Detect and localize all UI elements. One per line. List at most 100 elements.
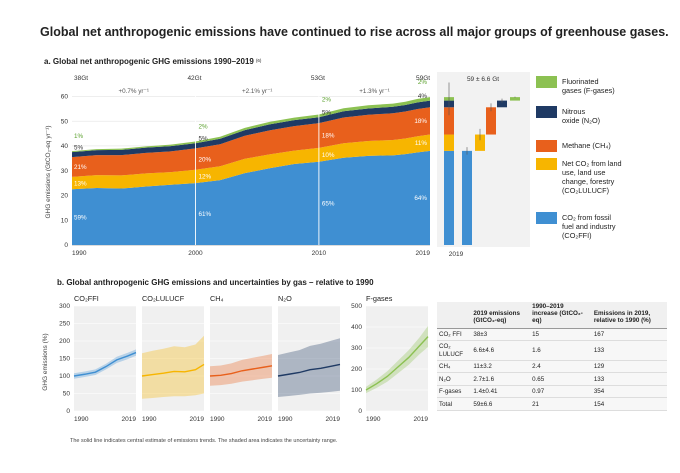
share-label-2019-ch: 18% bbox=[414, 118, 427, 125]
total-label-0: 38Gt bbox=[74, 75, 88, 82]
table-cell: 2.7±1.6 bbox=[471, 372, 531, 386]
total-label-3: 59Gt bbox=[416, 75, 430, 82]
legend: Fluorinated gases (F-gases) Nitrous oxide (… bbox=[536, 76, 622, 240]
share-label-2000-n-o: 5% bbox=[198, 135, 208, 142]
share-label-2000-co-ffi: 61% bbox=[198, 211, 211, 218]
y-tick-co-ffi-150: 150 bbox=[59, 356, 70, 363]
panel-a-title: a. Global net anthropogenic GHG emission… bbox=[44, 57, 262, 66]
x-end-f-gases: 2019 bbox=[414, 416, 429, 423]
panel-b-title: b. Global anthropogenic GHG emissions an… bbox=[57, 278, 374, 287]
uncertainty-bars bbox=[444, 82, 520, 245]
y-tick-60: 60 bbox=[61, 94, 69, 101]
small-multiple-co-ffi: 0 50 100 150 200 250 300 CO₂FFI 1990 2019 bbox=[59, 294, 136, 423]
table-header-1: 2019 emissions (GtCO₂-eq) bbox=[471, 302, 531, 329]
table-header-3: Emissions in 2019, relative to 1990 (%) bbox=[591, 302, 667, 329]
share-label-1990-co-ffi: 59% bbox=[74, 214, 87, 221]
y-tick-co-ffi-0: 0 bbox=[66, 408, 70, 415]
bar-ch bbox=[486, 107, 496, 135]
share-label-2000-f-gases: 2% bbox=[198, 123, 208, 130]
legend-label-3: Net CO₂ from land use, land use change, fo… bbox=[562, 159, 622, 195]
uncertainty-band-co-lulucf bbox=[142, 335, 204, 399]
y-tick-f-gases-400: 400 bbox=[351, 324, 362, 331]
table-body: CO₂ FFI 38±3 15 167 CO₂ LULUCF 6.6±4.6 1.6 133 C… bbox=[437, 328, 667, 411]
share-label-2019-co-ffi: 64% bbox=[414, 195, 427, 202]
small-multiple-title-f-gases: F-gases bbox=[366, 294, 393, 303]
x-tick-2000: 2000 bbox=[188, 250, 203, 257]
y-tick-co-ffi-200: 200 bbox=[59, 338, 70, 345]
x-start-f-gases: 1990 bbox=[366, 416, 381, 423]
growth-label-1: +2.1% yr⁻¹ bbox=[242, 88, 272, 95]
table-cell: 154 bbox=[591, 397, 667, 411]
legend-swatch-2 bbox=[536, 140, 557, 152]
bar-co-lulucf bbox=[475, 134, 485, 151]
y-tick-co-ffi-300: 300 bbox=[59, 303, 70, 310]
panel-a-y-ticks: 0 10 20 30 40 50 60 bbox=[61, 94, 69, 250]
table-cell: 6.6±4.6 bbox=[471, 340, 531, 361]
x-tick-2019: 2019 bbox=[416, 250, 431, 257]
uncertainty-band-n-o bbox=[278, 338, 340, 397]
small-multiple-title-co-ffi: CO₂FFI bbox=[74, 294, 99, 303]
x-end-co-ffi: 2019 bbox=[122, 416, 137, 423]
y-tick-f-gases-200: 200 bbox=[351, 366, 362, 373]
small-multiple-bg-f-gases bbox=[366, 306, 428, 411]
share-label-2010-co-ffi: 65% bbox=[322, 201, 335, 208]
panel-b-ylabel: GHG emissions (%) bbox=[42, 333, 49, 390]
area-f-gases bbox=[72, 97, 430, 153]
area-co-ffi bbox=[72, 150, 430, 245]
trend-line-co-ffi bbox=[73, 351, 137, 377]
table-cell: 15 bbox=[530, 328, 592, 342]
share-label-2019-n-o: 4% bbox=[418, 93, 428, 100]
y-tick-co-ffi-50: 50 bbox=[63, 391, 71, 398]
x-tick-1990: 1990 bbox=[72, 250, 87, 257]
table-row: CH₄ 11±3.2 2.4 129 bbox=[437, 360, 667, 374]
table-cell: 1.4±0.41 bbox=[471, 385, 531, 399]
small-multiple-title-co-lulucf: CO₂LULUCF bbox=[142, 294, 185, 303]
y-tick-f-gases-100: 100 bbox=[351, 387, 362, 394]
y-tick-30: 30 bbox=[61, 168, 69, 175]
small-multiple-ch: CH₄ 1990 2019 bbox=[209, 294, 273, 423]
share-label-1990-f-gases: 1% bbox=[74, 133, 84, 140]
uncertainty-band-f-gases bbox=[366, 325, 428, 394]
table-cell: 1.6 bbox=[530, 340, 592, 361]
share-label-2000-ch: 20% bbox=[198, 156, 211, 163]
table-cell: 133 bbox=[591, 372, 667, 386]
growth-label-0: +0.7% yr⁻¹ bbox=[118, 88, 148, 95]
x-start-co-ffi: 1990 bbox=[74, 416, 89, 423]
total-bar-seg-co-lulucf bbox=[444, 134, 454, 151]
bar-co-ffi bbox=[462, 150, 472, 245]
legend-swatch-4 bbox=[536, 212, 557, 224]
share-label-2019-co-lulucf: 11% bbox=[415, 140, 428, 147]
table-cell: 59±6.6 bbox=[471, 397, 531, 411]
table-row: CO₂ LULUCF 6.6±4.6 1.6 133 bbox=[437, 340, 667, 361]
x-end-ch: 2019 bbox=[258, 416, 273, 423]
share-label-1990-co-lulucf: 13% bbox=[74, 180, 87, 187]
table-cell: 2.4 bbox=[530, 360, 592, 374]
small-multiple-f-gases: 0 100 200 300 400 500 F-gases 1990 2019 bbox=[351, 294, 429, 423]
uncertainty-band-ch bbox=[210, 353, 272, 386]
panel-b-footnote: The solid line indicates central estimat… bbox=[70, 438, 338, 444]
legend-swatch-0 bbox=[536, 76, 557, 88]
table-cell: Total bbox=[437, 397, 472, 411]
share-label-2010-f-gases: 2% bbox=[322, 96, 332, 103]
legend-swatch-1 bbox=[536, 106, 557, 118]
trend-line-co-lulucf bbox=[141, 363, 205, 377]
x-end-n-o: 2019 bbox=[326, 416, 341, 423]
y-tick-10: 10 bbox=[61, 217, 69, 224]
table-header-2: 1990–2019 increase (GtCO₂-eq) bbox=[530, 302, 592, 329]
share-label-2010-co-lulucf: 10% bbox=[322, 152, 335, 159]
emissions-table: 2019 emissions (GtCO₂-eq) 1990–2019 incre… bbox=[437, 302, 667, 411]
x-start-n-o: 1990 bbox=[278, 416, 293, 423]
share-label-2019-f-gases: 2% bbox=[418, 79, 428, 86]
total-bar-seg-ch bbox=[444, 107, 454, 135]
panel-a-x-ticks: 1990 2000 2010 2019 bbox=[72, 250, 430, 257]
table-row: F-gases 1.4±0.41 0.97 354 bbox=[437, 385, 667, 399]
bar-n-o bbox=[497, 100, 507, 108]
trend-line-n-o bbox=[277, 363, 341, 377]
y-tick-f-gases-300: 300 bbox=[351, 345, 362, 352]
small-multiple-co-lulucf: CO₂LULUCF 1990 2019 bbox=[141, 294, 205, 423]
small-multiple-n-o: N₂O 1990 2019 bbox=[277, 294, 341, 423]
table-cell: CO₂ FFI bbox=[437, 328, 472, 342]
bar-f-gases bbox=[510, 97, 520, 101]
panel-a-totals: 38Gt 42Gt 53Gt 59Gt +0.7% yr⁻¹ +2.1% yr⁻¹ +1.3… bbox=[74, 75, 430, 95]
